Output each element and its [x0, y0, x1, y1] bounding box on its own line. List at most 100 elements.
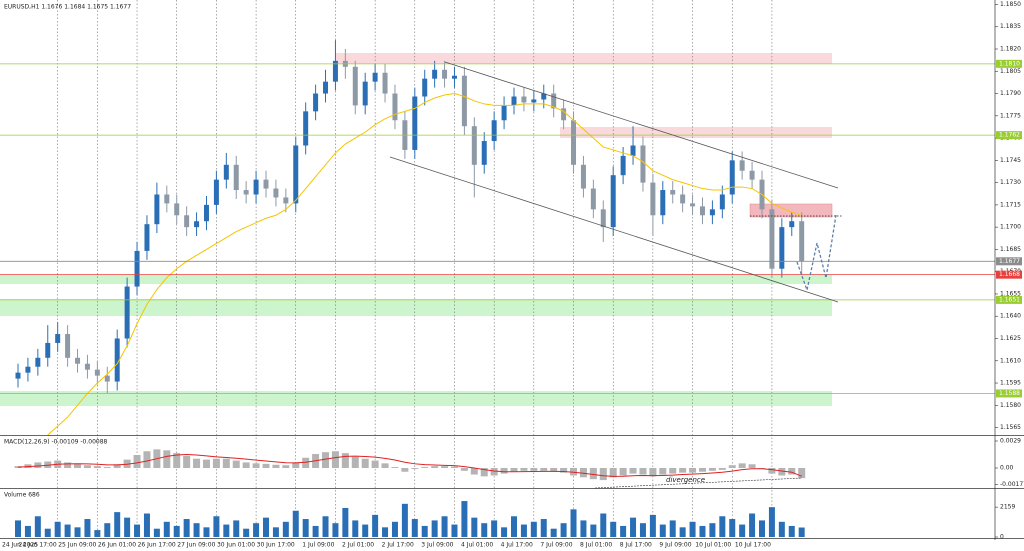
macd-bar: [728, 465, 736, 469]
volume-bar: [580, 520, 587, 537]
x-tick-label: 8 Jul 17:00: [620, 542, 652, 549]
x-tick-label: 25 Jun 09:00: [58, 542, 96, 549]
volume-bar: [421, 525, 428, 537]
volume-bar: [699, 525, 706, 537]
volume-bar: [153, 528, 160, 537]
volume-bar: [441, 516, 448, 537]
y-tick-label: 1.1640: [1000, 313, 1021, 320]
candle-body: [15, 372, 21, 379]
macd-bar: [718, 468, 726, 470]
macd-bar: [560, 468, 568, 473]
resistance-zone: [560, 127, 832, 138]
volume-bar: [322, 516, 329, 537]
macd-bar: [222, 458, 230, 469]
level-label: 1.1651: [999, 296, 1020, 303]
volume-bar: [193, 523, 200, 537]
candle-body: [25, 366, 31, 373]
macd-bar: [679, 468, 687, 473]
volume-bar: [481, 523, 488, 537]
candle-body: [184, 215, 190, 228]
volume-bar: [203, 527, 210, 537]
candle-body: [203, 204, 209, 222]
y-tick-label: 0.0029: [1000, 438, 1021, 445]
candle-body: [729, 160, 735, 195]
macd-bar: [64, 462, 72, 469]
y-tick-label: 1.1790: [1000, 90, 1021, 97]
volume-bar: [34, 516, 41, 537]
candle-body: [263, 179, 269, 189]
macd-bar: [212, 458, 220, 469]
macd-bar: [34, 462, 42, 469]
volume-bar: [729, 519, 736, 537]
x-tick-label: 24 Jun 2025: [2, 542, 38, 549]
candle-body: [75, 357, 81, 364]
macd-bar: [530, 468, 538, 471]
volume-bar: [282, 521, 289, 537]
volume-bar: [143, 513, 150, 537]
candle-body: [134, 250, 140, 287]
candle-body: [372, 72, 378, 82]
macd-bar: [490, 468, 498, 476]
y-tick-label: 0.00: [1000, 465, 1014, 472]
macd-bar: [649, 468, 657, 477]
volume-bar: [739, 524, 746, 537]
candle-body: [511, 96, 517, 106]
macd-bar: [183, 455, 191, 469]
volume-bar: [610, 521, 617, 537]
marks: [0, 40, 995, 537]
candle-body: [114, 338, 120, 382]
candle-body: [352, 66, 358, 106]
level-tag: [996, 270, 1022, 279]
volume-bar: [233, 520, 240, 537]
candle-body: [580, 164, 586, 189]
volume-bar: [749, 513, 756, 537]
volume-bar: [689, 521, 696, 537]
volume-bar: [590, 524, 597, 537]
projection: [796, 214, 837, 293]
macd-bar: [629, 468, 637, 474]
y-tick-label: 1.1745: [1000, 157, 1021, 164]
candle-body: [670, 190, 676, 195]
macd-bar: [93, 466, 101, 469]
y-tick-label: 1.1610: [1000, 357, 1021, 364]
volume-bar: [719, 516, 726, 537]
candle-body: [144, 224, 150, 251]
x-tick-label: 10 Jul 17:00: [735, 542, 771, 549]
candle-body: [273, 188, 279, 198]
candle-body: [551, 93, 557, 109]
macd-bar: [450, 466, 458, 469]
macd-bar: [371, 460, 379, 469]
macd-bar: [173, 453, 181, 469]
candle-body: [94, 369, 100, 376]
y-tick-label: 1.1820: [1000, 45, 1021, 52]
channel-upper: [444, 61, 839, 189]
candle-body: [799, 221, 805, 262]
candle-body: [283, 197, 289, 204]
macd-bar: [669, 468, 677, 474]
macd-bar: [74, 464, 82, 469]
x-tick-label: 27 Jun 09:00: [177, 542, 215, 549]
level-tag: [996, 389, 1022, 398]
candle-body: [620, 155, 626, 176]
macd-bar: [232, 460, 240, 469]
candle-body: [154, 194, 160, 225]
volume-bar: [709, 523, 716, 537]
volume-bar: [679, 527, 686, 537]
volume-bar: [263, 517, 269, 537]
macd-bar: [262, 463, 270, 469]
volume-bar: [352, 520, 359, 537]
candle-body: [55, 334, 61, 343]
macd-bar: [163, 450, 171, 469]
support-zone: [0, 391, 832, 406]
candle-body: [124, 286, 130, 339]
macd-title: MACD(12,26,9) -0.00109 -0.00088: [4, 439, 108, 446]
volume-bar: [243, 528, 250, 537]
volume-bar: [272, 527, 279, 537]
macd-bar: [103, 467, 111, 469]
macd-bar: [698, 468, 706, 472]
volume-bar: [332, 523, 339, 537]
candle-body: [422, 78, 428, 97]
candle-body: [699, 206, 705, 216]
candle-body: [610, 175, 616, 228]
volume-bar: [550, 528, 557, 537]
